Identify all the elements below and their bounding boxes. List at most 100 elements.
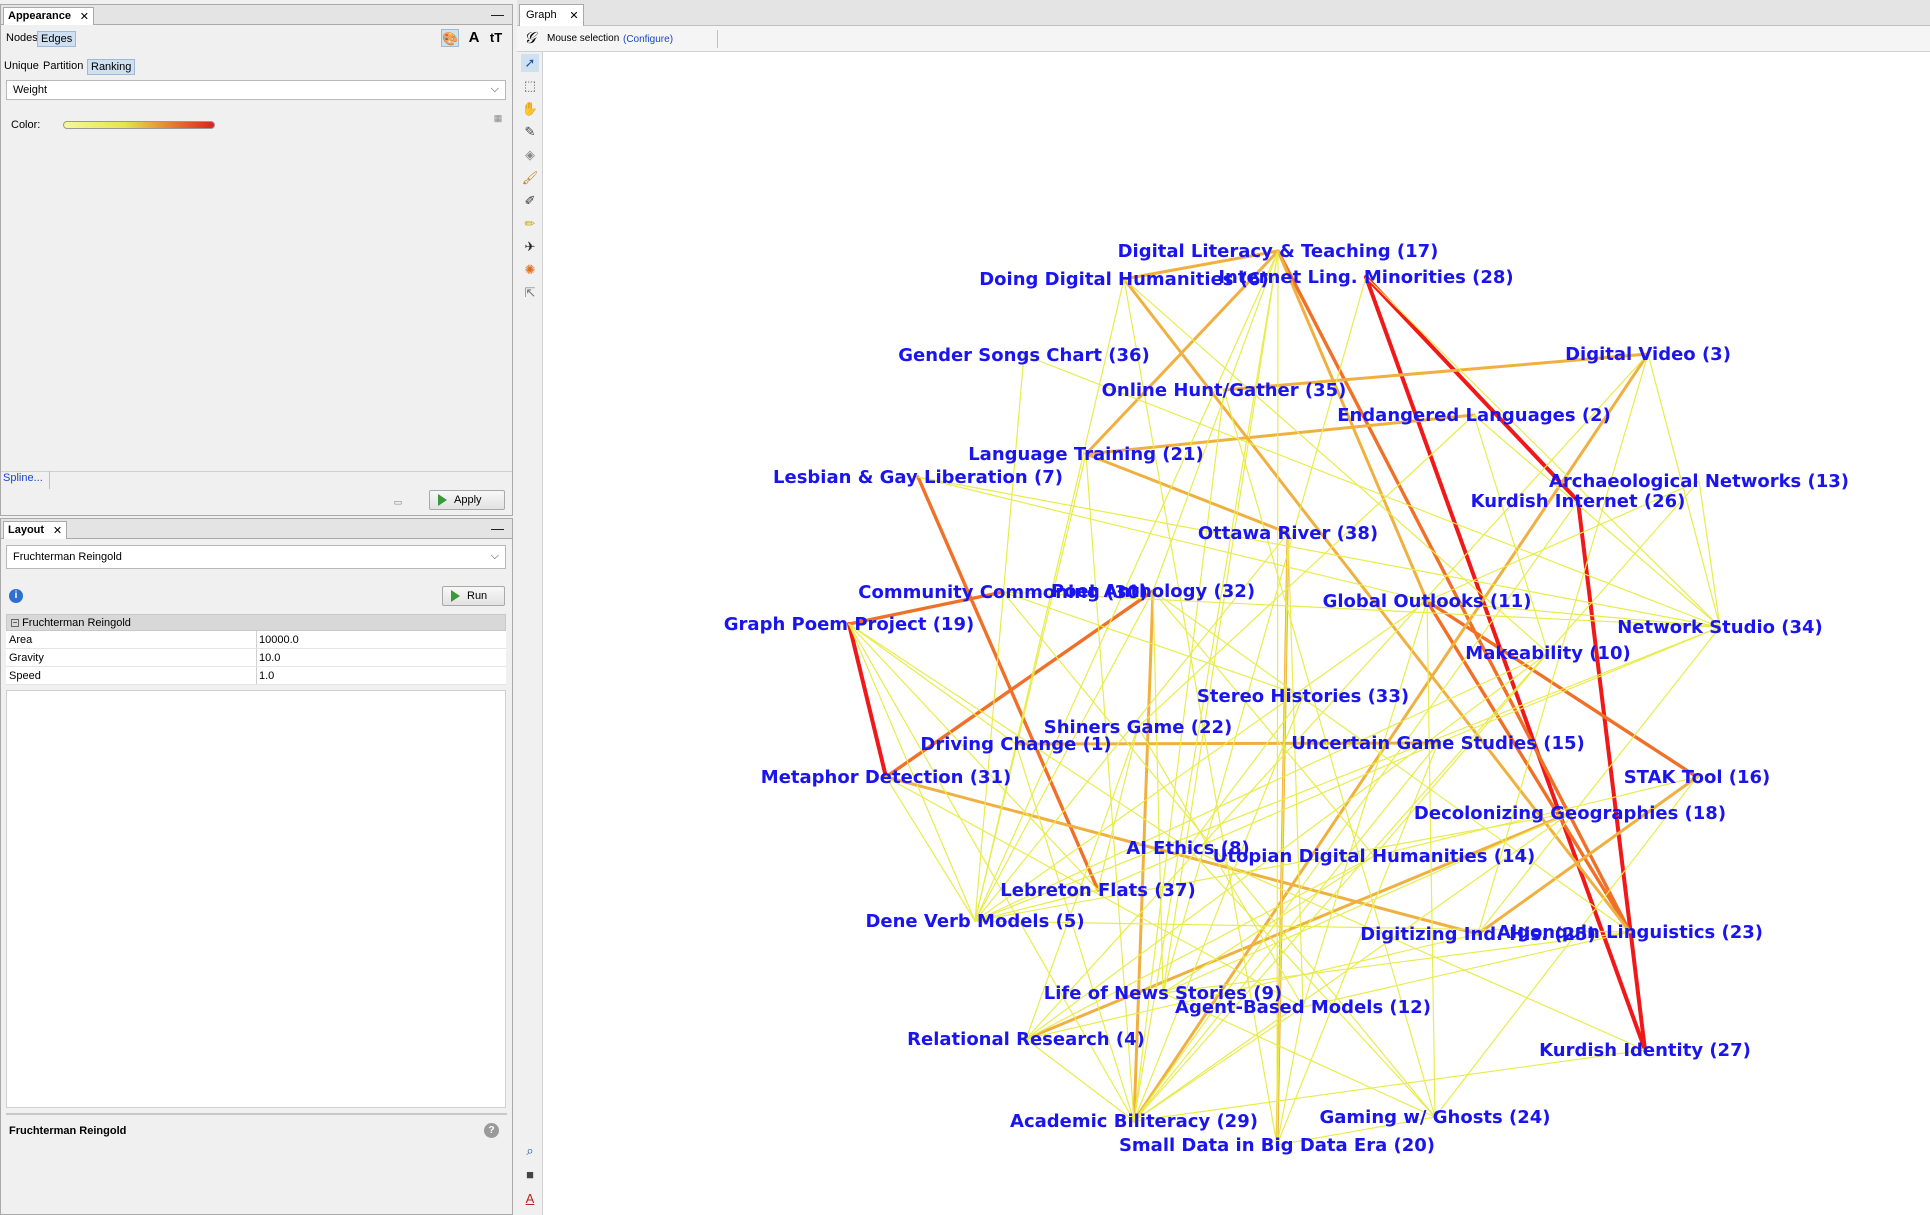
node-label[interactable]: Relational Research (4) <box>907 1029 1145 1050</box>
close-icon[interactable]: ✕ <box>569 10 579 22</box>
property-row-area[interactable]: Area 10000.0 <box>6 631 506 649</box>
label-size-icon[interactable]: tT <box>489 30 503 45</box>
graph-edge[interactable] <box>974 626 1721 922</box>
background-color-icon[interactable]: ■ <box>526 1167 534 1182</box>
node-label[interactable]: Online Hunt/Gather (35) <box>1102 380 1347 401</box>
graph-edge[interactable] <box>1223 389 1436 1118</box>
node-label[interactable]: Endangered Languages (2) <box>1337 405 1611 426</box>
tab-ranking[interactable]: Ranking <box>87 59 136 75</box>
graph-edge[interactable] <box>974 250 1279 922</box>
node-label[interactable]: Life of News Stories (9) <box>1044 983 1282 1004</box>
shortest-path-icon[interactable]: ✈ <box>524 239 536 254</box>
node-label[interactable]: Global Outlooks (11) <box>1323 591 1532 612</box>
graph-edge[interactable] <box>1473 414 1721 628</box>
graph-edge[interactable] <box>1373 652 1549 857</box>
graph-edge[interactable] <box>1023 354 1721 628</box>
graph-edge[interactable] <box>1097 726 1139 891</box>
graph-edge[interactable] <box>1132 589 1155 1123</box>
graph-edge[interactable] <box>1162 931 1631 994</box>
graph-edge[interactable] <box>1084 413 1476 456</box>
node-label[interactable]: Network Studio (34) <box>1617 617 1823 638</box>
graph-edge[interactable] <box>848 623 976 922</box>
graph-edge[interactable] <box>1025 726 1139 1040</box>
tab-edges[interactable]: Edges <box>37 31 77 47</box>
spline-link[interactable]: Spline... <box>3 472 43 484</box>
graph-edge[interactable] <box>974 920 1631 933</box>
graph-edge[interactable] <box>1364 275 1647 1052</box>
graph-edge[interactable] <box>1133 250 1279 1122</box>
font-icon[interactable]: A <box>525 1191 535 1206</box>
graph-edge[interactable] <box>1152 590 1631 933</box>
help-icon[interactable]: ? <box>484 1123 499 1138</box>
graph-edge[interactable] <box>1476 775 1699 936</box>
node-label[interactable]: Graph Poem Project (19) <box>724 614 974 635</box>
graph-edge[interactable] <box>1276 250 1279 1146</box>
node-label[interactable]: Metaphor Detection (31) <box>761 767 1011 788</box>
graph-edge[interactable] <box>1373 776 1698 857</box>
node-label[interactable]: Decolonizing Geographies (18) <box>1414 803 1726 824</box>
attribute-select[interactable]: Weight ⌵ <box>6 80 506 100</box>
property-value[interactable]: 10.0 <box>259 652 281 664</box>
pencil-icon[interactable]: ✐ <box>524 193 536 208</box>
graph-edge[interactable] <box>1187 847 1646 1051</box>
graph-edge[interactable] <box>1365 276 1721 628</box>
graph-edge[interactable] <box>1152 250 1279 592</box>
graph-edge[interactable] <box>1152 590 1375 857</box>
tab-unique[interactable]: Unique <box>4 60 39 72</box>
info-icon[interactable]: i <box>9 589 23 603</box>
graph-svg[interactable]: Digital Literacy & Teaching (17) Interne… <box>543 52 1930 1215</box>
graph-edge[interactable] <box>916 475 1100 892</box>
sizer-icon[interactable]: ◈ <box>525 147 535 162</box>
node-label[interactable]: Shiners Game (22) <box>1044 717 1232 738</box>
rectangle-select-icon[interactable]: ⬚ <box>523 78 537 93</box>
graph-edge[interactable] <box>974 532 1289 922</box>
graph-edge[interactable] <box>1002 591 1721 628</box>
minimize-icon[interactable]: — <box>491 521 504 536</box>
node-label[interactable]: Internet Ling. Minorities (28) <box>1218 267 1513 288</box>
graph-edge[interactable] <box>1425 599 1632 934</box>
graph-edge[interactable] <box>1002 591 1436 1118</box>
graph-edge[interactable] <box>974 354 1025 922</box>
graph-edge[interactable] <box>1364 275 1580 503</box>
configure-link[interactable]: (Configure) <box>623 34 674 45</box>
graph-edge[interactable] <box>1014 741 1440 746</box>
palette-icon[interactable]: 🎨 <box>441 29 459 47</box>
node-label[interactable]: Gaming w/ Ghosts (24) <box>1319 1107 1550 1128</box>
graph-edge[interactable] <box>1097 742 1439 891</box>
auto-apply-icon[interactable]: ▭ <box>393 497 403 507</box>
graph-edge[interactable] <box>1123 278 1278 1146</box>
node-label[interactable]: Lebreton Flats (37) <box>1000 880 1195 901</box>
node-label[interactable]: Agent-Based Models (12) <box>1175 997 1431 1018</box>
graph-edge[interactable] <box>848 623 1017 745</box>
graph-edge[interactable] <box>847 590 1005 626</box>
graph-edge[interactable] <box>1133 480 1700 1122</box>
property-row-speed[interactable]: Speed 1.0 <box>6 667 506 685</box>
graph-edge[interactable] <box>1477 626 1721 935</box>
graph-edge[interactable] <box>1133 812 1571 1122</box>
graph-edge[interactable] <box>1133 1049 1646 1122</box>
graph-edge[interactable] <box>1276 249 1632 934</box>
graph-edge[interactable] <box>1426 600 1436 1118</box>
graph-edge[interactable] <box>974 600 1428 922</box>
graph-edge[interactable] <box>974 812 1571 922</box>
node-label[interactable]: Digitizing Ind. His. (25) <box>1360 924 1596 945</box>
selection-mode-icon[interactable]: 𝒢 <box>524 28 536 47</box>
node-label[interactable]: STAK Tool (16) <box>1624 767 1771 788</box>
graph-edge[interactable] <box>1084 452 1290 535</box>
node-label[interactable]: Language Training (21) <box>968 444 1204 465</box>
brush-icon[interactable]: 🖌 <box>521 170 539 185</box>
graph-edge[interactable] <box>1133 695 1304 1122</box>
node-label[interactable]: Kurdish Identity (27) <box>1539 1040 1751 1061</box>
minimize-icon[interactable]: — <box>491 7 504 22</box>
graph-edge[interactable] <box>1222 352 1650 392</box>
tab-nodes[interactable]: Nodes <box>6 32 38 44</box>
node-label[interactable]: Digital Literacy & Teaching (17) <box>1118 241 1439 262</box>
graph-edge[interactable] <box>1276 249 1429 603</box>
zoom-icon[interactable]: ⌕ <box>526 1143 534 1158</box>
graph-edge[interactable] <box>974 652 1549 922</box>
node-label[interactable]: Dene Verb Models (5) <box>865 911 1084 932</box>
painter-icon[interactable]: ✎ <box>524 124 536 139</box>
node-label[interactable]: Kurdish Internet (26) <box>1471 491 1686 512</box>
tab-partition[interactable]: Partition <box>43 60 84 72</box>
node-label[interactable]: Makeability (10) <box>1465 643 1630 664</box>
